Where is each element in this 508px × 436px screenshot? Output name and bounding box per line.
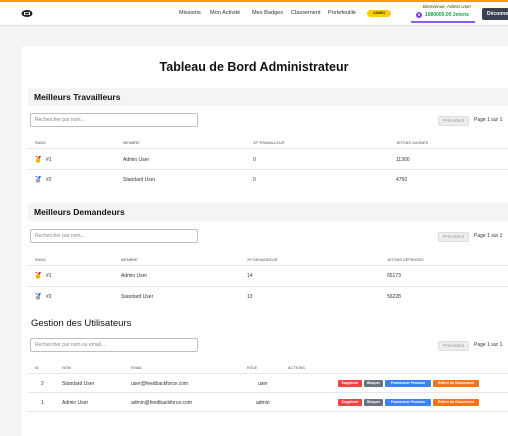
requesters-col-rank: RANG xyxy=(35,258,46,262)
active-underline xyxy=(411,21,475,23)
workers-row2-rank: #2 xyxy=(46,177,52,183)
logo-icon[interactable] xyxy=(21,9,33,18)
users-row2-id: 1 xyxy=(41,400,44,406)
requesters-page-info: Page 1 sur 1 xyxy=(474,233,503,239)
workers-row1-member: Admin User xyxy=(123,157,150,163)
promote-premium-button[interactable]: Promouvoir Premium xyxy=(385,399,431,406)
users-row2-email: admin@feedbackforce.com xyxy=(131,400,192,406)
welcome-text: Bienvenue, Admin User xyxy=(423,4,472,9)
top-navbar: Missions Mon Activité Mes Badges Classem… xyxy=(0,0,508,26)
workers-search-input[interactable] xyxy=(30,113,198,127)
workers-col-tokens: JETONS GAGNÉS xyxy=(396,141,429,145)
requesters-row1-tokens: 65173 xyxy=(387,273,401,279)
workers-section-header xyxy=(28,88,508,106)
page-title: Tableau de Bord Administrateur xyxy=(159,60,349,74)
workers-row1-xp: 0 xyxy=(253,157,256,163)
users-row1-name: Standard User xyxy=(62,381,95,387)
users-section-title: Gestion des Utilisateurs xyxy=(31,318,132,329)
accent-bar xyxy=(0,0,508,2)
requesters-search-input[interactable] xyxy=(30,229,198,243)
requesters-header-divider xyxy=(28,265,508,266)
requesters-section-title: Meilleurs Demandeurs xyxy=(34,207,125,217)
users-prev-button[interactable]: Précédent xyxy=(438,341,469,351)
nav-wallet[interactable]: Portefeuille xyxy=(328,10,356,16)
workers-col-member: MEMBRE xyxy=(123,141,140,145)
requesters-section-header xyxy=(28,203,508,221)
requesters-row-divider xyxy=(28,286,508,287)
nav-badges[interactable]: Mes Badges xyxy=(252,10,284,16)
workers-section-title: Meilleurs Travailleurs xyxy=(34,92,121,102)
promote-premium-button[interactable]: Promouvoir Premium xyxy=(385,380,431,387)
delete-button[interactable]: Supprimer xyxy=(338,380,362,387)
logout-button[interactable]: Déconnexion xyxy=(482,8,508,20)
requesters-row2-member: Standard User xyxy=(121,294,154,300)
users-row1-id: 2 xyxy=(41,381,44,387)
requesters-row2-tokens: 56228 xyxy=(387,294,401,300)
silver-medal-icon xyxy=(35,176,41,183)
users-row2-role: admin xyxy=(256,400,270,406)
users-col-email: EMAIL xyxy=(131,366,143,370)
remove-ranking-button[interactable]: Retirer du Classement xyxy=(433,399,479,406)
users-page-info: Page 1 sur 1 xyxy=(474,342,503,348)
users-row1-email: user@feedbackforce.com xyxy=(131,381,189,387)
requesters-prev-button[interactable]: Précédent xyxy=(438,232,469,242)
users-row-divider xyxy=(28,411,508,412)
workers-row2-xp: 0 xyxy=(253,177,256,183)
token-balance: 1980000.00 Jetons xyxy=(425,12,469,18)
nav-ranking[interactable]: Classement xyxy=(291,10,321,16)
workers-prev-button[interactable]: Précédent xyxy=(438,116,469,126)
workers-row2-member: Standard User xyxy=(123,177,156,183)
admin-badge[interactable]: ADMIN xyxy=(367,10,391,17)
remove-ranking-button[interactable]: Retirer du Classement xyxy=(433,380,479,387)
users-header-divider xyxy=(28,373,508,374)
workers-page-info: Page 1 sur 1 xyxy=(474,117,503,123)
users-col-name: NOM xyxy=(62,366,71,370)
requesters-row1-xp: 14 xyxy=(247,273,253,279)
users-row2-name: Admin User xyxy=(62,400,89,406)
workers-header-divider xyxy=(28,148,508,149)
requesters-row1-member: Admin User xyxy=(121,273,148,279)
workers-row2-tokens: 4750 xyxy=(396,177,408,183)
nav-activity[interactable]: Mon Activité xyxy=(210,10,241,16)
delete-button[interactable]: Supprimer xyxy=(338,399,362,406)
workers-row1-rank: #1 xyxy=(46,157,52,163)
coin-icon: $ xyxy=(416,12,422,18)
workers-col-xp: XP TRAVAILLEUR xyxy=(253,141,285,145)
nav-missions[interactable]: Missions xyxy=(179,10,201,16)
users-row1-role: user xyxy=(258,381,268,387)
users-search-input[interactable] xyxy=(30,338,198,352)
block-button[interactable]: Bloquer xyxy=(364,399,383,406)
users-col-actions: ACTIONS xyxy=(288,366,305,370)
users-col-role: RÔLE xyxy=(247,366,258,370)
requesters-col-tokens: JETONS DÉPENSÉS xyxy=(387,258,424,262)
block-button[interactable]: Bloquer xyxy=(364,380,383,387)
requesters-row1-rank: #1 xyxy=(46,273,52,279)
gold-medal-icon xyxy=(35,272,41,279)
silver-medal-icon xyxy=(35,293,41,300)
workers-col-rank: RANG xyxy=(35,141,46,145)
requesters-col-xp: XP DEMANDEUR xyxy=(247,258,278,262)
workers-row1-tokens: 11300 xyxy=(396,157,410,163)
users-col-id: ID xyxy=(35,366,39,370)
users-row-divider xyxy=(28,392,508,393)
workers-row-divider xyxy=(28,169,508,170)
requesters-row2-xp: 13 xyxy=(247,294,253,300)
requesters-col-member: MEMBRE xyxy=(121,258,138,262)
requesters-row2-rank: #2 xyxy=(46,294,52,300)
gold-medal-icon xyxy=(35,156,41,163)
